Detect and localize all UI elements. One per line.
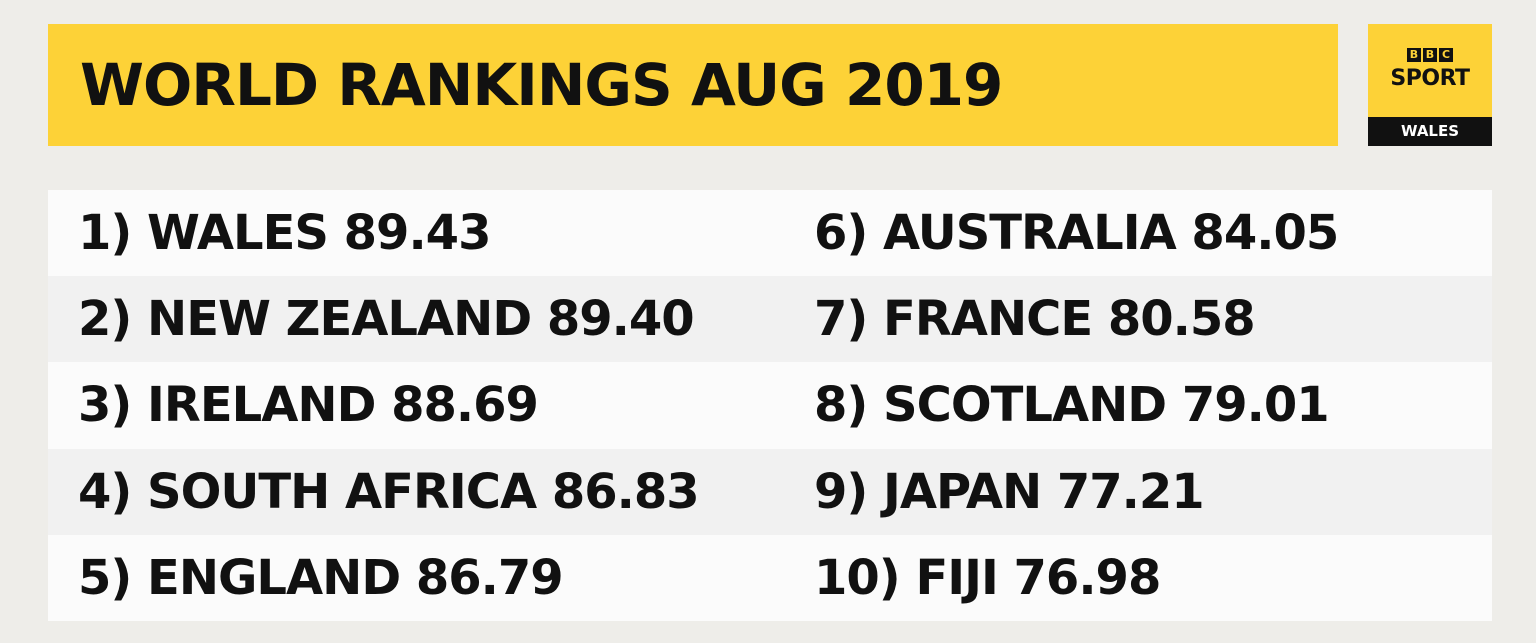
- ranking-entry: 1) WALES 89.43: [78, 205, 491, 261]
- bbc-sport-wales-logo: B B C SPORT WALES: [1368, 24, 1492, 146]
- table-row: 4) SOUTH AFRICA 86.83 9) JAPAN 77.21: [48, 448, 1492, 535]
- logo-region: WALES: [1368, 117, 1492, 146]
- ranking-entry: 6) AUSTRALIA 84.05: [814, 205, 1339, 261]
- ranking-entry: 2) NEW ZEALAND 89.40: [78, 291, 695, 348]
- table-row: 3) IRELAND 88.69 8) SCOTLAND 79.01: [48, 362, 1492, 449]
- ranking-entry: 3) IRELAND 88.69: [78, 377, 539, 434]
- table-row: 5) ENGLAND 86.79 10) FIJI 76.98: [48, 534, 1492, 621]
- table-row: 2) NEW ZEALAND 89.40 7) FRANCE 80.58: [48, 276, 1492, 363]
- bbc-blocks: B B C: [1368, 48, 1492, 62]
- table-row: 1) WALES 89.43 6) AUSTRALIA 84.05: [48, 190, 1492, 277]
- bbc-letter-c: C: [1439, 48, 1453, 62]
- ranking-entry: 8) SCOTLAND 79.01: [814, 377, 1330, 434]
- bbc-letter-b1: B: [1407, 48, 1421, 62]
- title-banner: WORLD RANKINGS AUG 2019: [48, 24, 1338, 146]
- page-title: WORLD RANKINGS AUG 2019: [80, 51, 1003, 119]
- ranking-entry: 4) SOUTH AFRICA 86.83: [78, 463, 700, 520]
- logo-brand: SPORT: [1390, 66, 1470, 91]
- ranking-entry: 5) ENGLAND 86.79: [78, 549, 564, 606]
- bbc-letter-b2: B: [1423, 48, 1437, 62]
- ranking-entry: 10) FIJI 76.98: [814, 549, 1161, 606]
- ranking-entry: 9) JAPAN 77.21: [814, 463, 1205, 520]
- ranking-entry: 7) FRANCE 80.58: [814, 291, 1256, 348]
- rankings-table: 1) WALES 89.43 6) AUSTRALIA 84.05 2) NEW…: [48, 190, 1492, 621]
